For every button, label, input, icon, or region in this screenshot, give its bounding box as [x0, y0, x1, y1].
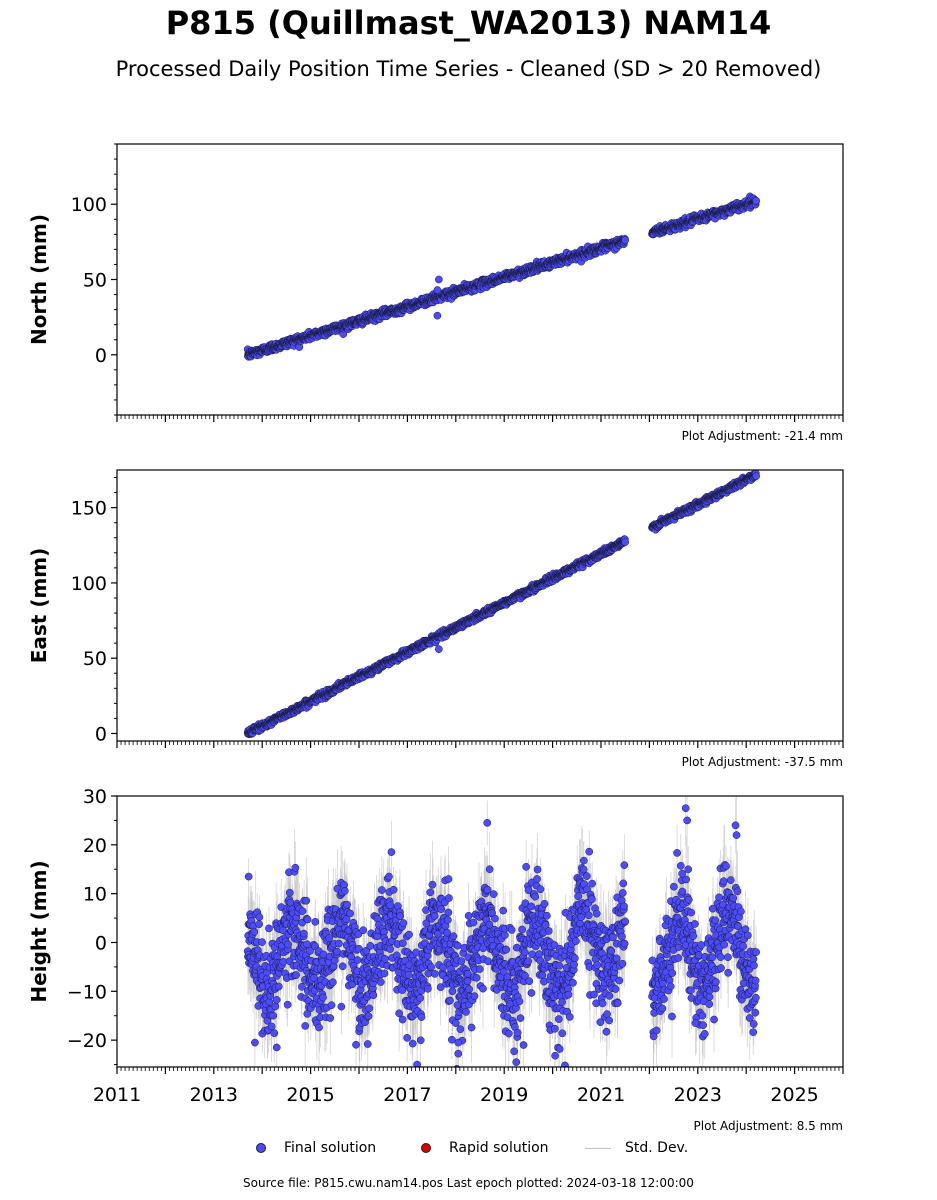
data-point	[621, 236, 630, 245]
data-point	[752, 196, 760, 205]
data-point	[435, 275, 443, 284]
plot-area	[243, 192, 760, 361]
data-point	[433, 286, 442, 294]
y-tick-label: 100	[71, 194, 107, 216]
y-axis-label: North (mm)	[27, 214, 51, 345]
chart-title: P815 (Quillmast_WA2013) NAM14	[165, 4, 772, 42]
plot-adjustment-label: Plot Adjustment: -21.4 mm	[682, 429, 843, 443]
chart-subtitle: Processed Daily Position Time Series - C…	[115, 57, 822, 81]
final-solution-points	[243, 192, 760, 361]
data-point	[433, 311, 442, 320]
plot-area	[243, 470, 760, 739]
north-panel: 0 50 100 North (mm) Plot Adjustment: -21.4 m…	[27, 143, 844, 443]
y-tick-label: 0	[95, 345, 107, 367]
y-tick-label: 50	[83, 270, 107, 292]
